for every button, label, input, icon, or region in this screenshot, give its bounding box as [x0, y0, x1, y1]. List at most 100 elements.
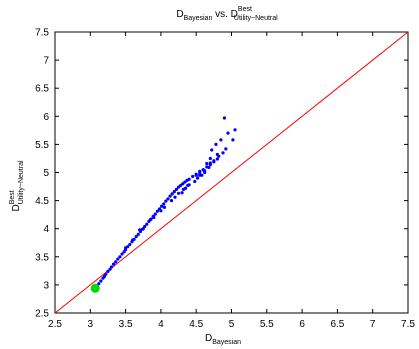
y-tick-label: 5 — [43, 168, 49, 179]
x-tick-label: 5 — [229, 319, 235, 330]
scatter-point — [210, 148, 214, 152]
highlight-point — [90, 283, 100, 293]
title-main: D — [176, 9, 183, 20]
x-axis-ticks: 2.5 3 3.5 4 4.5 5 5.5 6 6.5 7 7.5 — [48, 32, 415, 330]
y-tick-label: 3.5 — [35, 252, 49, 263]
y-axis-label: DBest Utility−Neutral — [9, 160, 25, 211]
svg-text:DBayesian: DBayesian — [205, 333, 241, 346]
scatter-points — [97, 116, 237, 286]
y-label-main: D — [11, 204, 22, 211]
title-main-subscript: Bayesian — [184, 15, 213, 22]
x-label-main: D — [205, 333, 212, 344]
y-tick-label: 4 — [43, 224, 49, 235]
scatter-point — [201, 168, 205, 172]
y-label-superscript: Best — [9, 190, 16, 204]
scatter-point — [109, 265, 114, 269]
scatter-point — [153, 212, 157, 216]
scatter-point — [208, 156, 212, 161]
scatter-point — [187, 177, 191, 181]
title-vs: vs. D — [212, 9, 238, 20]
y-tick-label: 5.5 — [35, 140, 49, 151]
scatter-point — [155, 209, 159, 213]
scatter-point — [138, 228, 142, 232]
x-tick-label: 2.5 — [48, 319, 62, 330]
scatter-point — [181, 187, 186, 191]
scatter-point — [120, 252, 124, 256]
y-label-subscript: Utility−Neutral — [18, 160, 25, 204]
x-tick-label: 6 — [299, 319, 305, 330]
scatter-point — [203, 170, 207, 175]
title-superscript: Best — [238, 6, 252, 13]
y-tick-label: 7.5 — [35, 28, 49, 39]
scatter-point — [172, 190, 176, 194]
x-tick-label: 3 — [88, 319, 94, 330]
scatter-point — [128, 242, 132, 247]
scatter-point — [208, 161, 212, 165]
scatter-point — [169, 199, 174, 203]
x-tick-label: 7 — [370, 319, 376, 330]
scatter-point — [106, 269, 110, 274]
scatter-point — [180, 191, 184, 195]
scatter-point — [141, 227, 145, 231]
scatter-point — [114, 260, 118, 264]
scatter-point — [160, 204, 164, 208]
scatter-point — [104, 272, 108, 276]
reference-line — [54, 31, 409, 314]
scatter-point — [166, 197, 170, 201]
scatter-point — [193, 179, 197, 184]
scatter-point — [226, 131, 230, 135]
x-tick-label: 3.5 — [119, 319, 133, 330]
x-tick-label: 4 — [158, 319, 164, 330]
scatter-point — [233, 128, 237, 132]
scatter-point — [215, 157, 219, 161]
scatter-point — [205, 161, 209, 166]
title-subscript: Utility−Neutral — [234, 15, 278, 22]
scatter-point — [212, 159, 216, 163]
scatter-point — [231, 138, 235, 142]
scatter-point — [194, 173, 198, 177]
y-tick-label: 4.5 — [35, 196, 49, 207]
scatter-point — [99, 279, 103, 283]
scatter-point — [148, 218, 152, 222]
y-axis-ticks: 2.5 3 3.5 4 4.5 5 5.5 6 6.5 7 7.5 — [35, 28, 408, 320]
scatter-point — [97, 282, 101, 286]
scatter-point — [207, 165, 211, 170]
scatter-point — [134, 234, 138, 239]
scatter-point — [162, 205, 167, 209]
x-tick-label: 4.5 — [189, 319, 203, 330]
scatter-point — [174, 187, 179, 191]
x-tick-label: 7.5 — [401, 319, 415, 330]
x-tick-label: 6.5 — [330, 319, 344, 330]
x-axis-label: DBayesian — [205, 333, 241, 346]
scatter-point — [168, 194, 172, 198]
y-tick-label: 3 — [43, 280, 49, 291]
scatter-point — [159, 209, 163, 213]
scatter-point — [131, 238, 135, 242]
scatter-point — [224, 147, 228, 151]
scatter-point — [219, 138, 223, 142]
scatter-point — [111, 262, 116, 266]
scatter-point — [222, 116, 227, 120]
y-tick-label: 7 — [43, 56, 49, 67]
scatter-point — [196, 176, 200, 180]
y-tick-label: 2.5 — [35, 309, 49, 320]
scatter-point — [152, 215, 156, 220]
x-tick-label: 5.5 — [260, 319, 274, 330]
scatter-point — [124, 246, 128, 250]
scatter-point — [164, 199, 168, 203]
x-label-subscript: Bayesian — [212, 339, 241, 346]
scatter-point — [162, 202, 166, 206]
scatter-point — [170, 192, 174, 196]
scatter-point — [186, 183, 190, 188]
scatter-point — [118, 255, 122, 259]
plot-title: DBayesian vs. DBest Utility−Neutral — [176, 6, 278, 22]
scatter-point — [136, 232, 140, 236]
scatter-point — [176, 191, 181, 195]
scatter-point — [198, 169, 202, 173]
scatter-point — [191, 174, 195, 179]
scatter-point — [116, 257, 120, 261]
scatter-point — [221, 151, 225, 155]
